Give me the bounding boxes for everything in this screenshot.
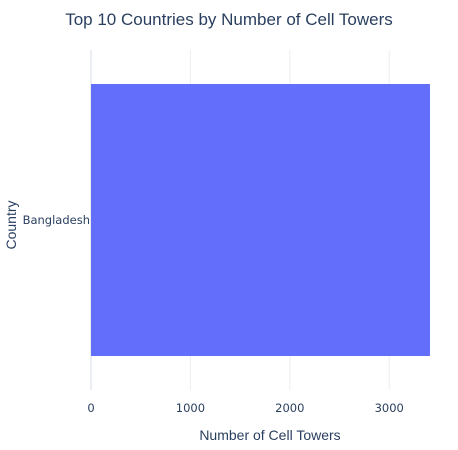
x-tick-label: 3000: [375, 401, 404, 415]
chart-title: Top 10 Countries by Number of Cell Tower…: [65, 10, 393, 29]
y-tick-label: Bangladesh: [23, 213, 90, 227]
y-tick-labels: Bangladesh: [23, 213, 90, 227]
bars: [91, 84, 430, 356]
bar-bangladesh: [91, 84, 430, 356]
x-tick-label: 1000: [176, 401, 205, 415]
x-axis-title: Number of Cell Towers: [199, 427, 340, 443]
y-axis-title: Country: [3, 200, 19, 249]
x-tick-label: 0: [87, 401, 94, 415]
x-tick-label: 2000: [275, 401, 304, 415]
x-tick-labels: 0 1000 2000 3000: [87, 401, 404, 415]
